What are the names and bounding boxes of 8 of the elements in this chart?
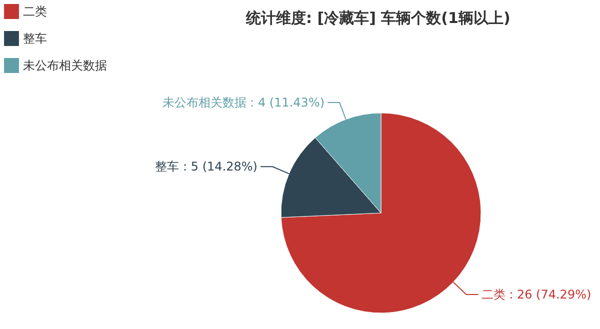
legend-label: 二类 (23, 4, 47, 18)
data-label: 二类 : 26 (74.29%) (481, 288, 592, 302)
data-label: 整车 : 5 (14.28%) (155, 160, 258, 174)
pie-slice (280, 112, 482, 314)
legend-label: 未公布相关数据 (23, 58, 107, 72)
legend-label: 整车 (23, 32, 47, 46)
chart-title: 统计维度: [冷藏车] 车辆个数(1辆以上) (245, 9, 510, 27)
data-label: 未公布相关数据 : 4 (11.43%) (162, 96, 325, 110)
